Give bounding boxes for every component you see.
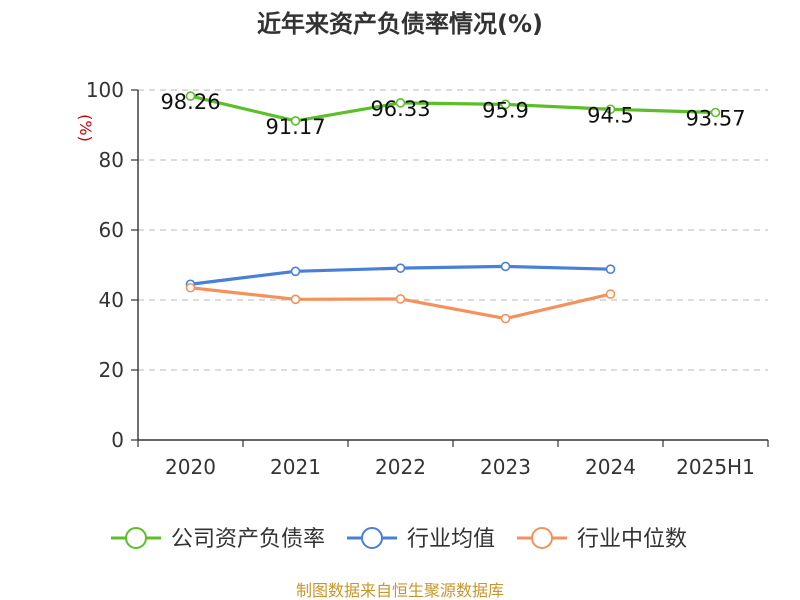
data-point[interactable] bbox=[395, 98, 406, 108]
source-note: 制图数据来自恒生聚源数据库 bbox=[296, 581, 504, 600]
data-label: 93.57 bbox=[685, 107, 745, 131]
legend-label: 行业中位数 bbox=[577, 527, 687, 552]
series-line-0 bbox=[190, 94, 716, 123]
series-layer bbox=[185, 91, 721, 324]
data-point[interactable] bbox=[605, 264, 616, 275]
data-point[interactable] bbox=[605, 289, 616, 299]
data-label: 94.5 bbox=[587, 103, 634, 127]
x-tick-label: 2024 bbox=[585, 455, 636, 479]
data-point[interactable] bbox=[290, 116, 301, 126]
legend[interactable]: 公司资产负债率 行业均值 行业中位数 bbox=[111, 527, 687, 552]
data-point[interactable] bbox=[395, 294, 406, 304]
data-point[interactable] bbox=[500, 99, 511, 110]
x-tick-label: 2025H1 bbox=[676, 455, 755, 479]
data-point[interactable] bbox=[395, 263, 406, 273]
data-point[interactable] bbox=[710, 107, 721, 118]
y-tick-label: 60 bbox=[99, 218, 124, 242]
chart-title: 近年来资产负债率情况(%) bbox=[257, 10, 543, 38]
data-point[interactable] bbox=[185, 282, 196, 293]
legend-label: 行业均值 bbox=[407, 527, 495, 552]
y-tick-label: 100 bbox=[86, 78, 124, 102]
y-tick-label: 80 bbox=[99, 148, 124, 172]
data-label: 98.26 bbox=[160, 90, 220, 114]
x-tick-label: 2022 bbox=[375, 455, 426, 479]
data-point[interactable] bbox=[185, 91, 196, 101]
data-label: 91.17 bbox=[265, 115, 325, 139]
legend-swatch-marker bbox=[531, 527, 553, 549]
data-point[interactable] bbox=[500, 313, 511, 324]
data-label: 96.33 bbox=[370, 97, 430, 121]
grid-lines bbox=[138, 89, 768, 371]
data-labels: 98.26 91.17 96.33 95.9 94.5 93.57 bbox=[160, 90, 745, 139]
axes: 0 20 40 60 80 100 2020 2021 2022 2023 2024 2025H1 bbox=[86, 78, 769, 479]
legend-item-0[interactable]: 公司资产负债率 bbox=[111, 527, 325, 552]
data-point[interactable] bbox=[500, 261, 511, 272]
y-tick-label: 0 bbox=[111, 428, 124, 452]
data-point[interactable] bbox=[605, 104, 616, 115]
x-tick-label: 2021 bbox=[270, 455, 321, 479]
x-tick-label: 2023 bbox=[480, 455, 531, 479]
y-tick-label: 20 bbox=[99, 358, 124, 382]
data-point[interactable] bbox=[290, 266, 301, 277]
legend-label: 公司资产负债率 bbox=[171, 527, 325, 552]
x-tick-label: 2020 bbox=[165, 455, 216, 479]
legend-item-1[interactable]: 行业均值 bbox=[347, 527, 495, 552]
legend-swatch-marker bbox=[125, 527, 147, 549]
legend-item-2[interactable]: 行业中位数 bbox=[517, 527, 687, 552]
data-label: 95.9 bbox=[482, 98, 529, 122]
data-point[interactable] bbox=[290, 294, 301, 305]
y-axis-unit: (%) bbox=[76, 114, 95, 142]
y-tick-label: 40 bbox=[99, 288, 124, 312]
legend-swatch-marker bbox=[361, 527, 383, 549]
